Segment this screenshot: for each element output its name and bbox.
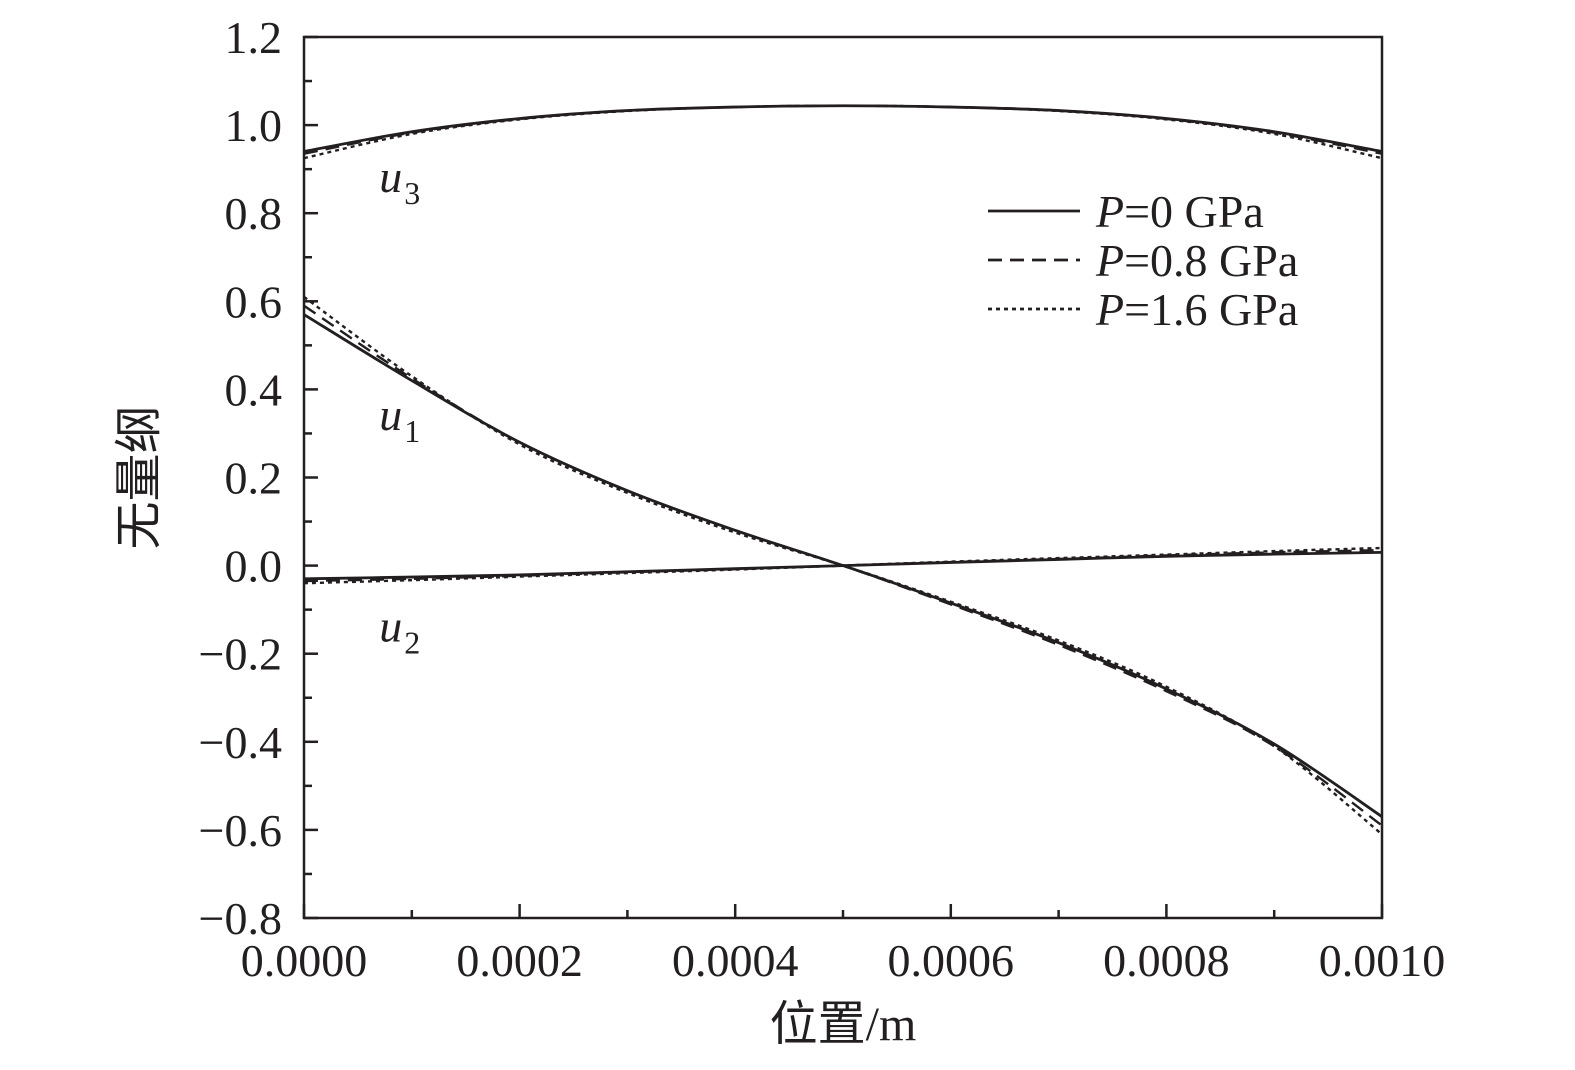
legend-label-solid: P=0 GPa <box>1095 186 1264 237</box>
x-axis-title: 位置/m <box>770 998 917 1051</box>
x-tick-label: 0.0006 <box>888 935 1015 986</box>
tick-labels-layer: 0.0000 0.0002 0.0004 0.0006 0.0008 0.0010 −0.8… <box>199 12 1446 986</box>
y-tick-label: −0.8 <box>199 893 282 944</box>
x-tick-label: 0.0010 <box>1319 935 1446 986</box>
series-line-u3-dotted <box>303 104 1383 160</box>
y-tick-label: 0.0 <box>225 541 283 592</box>
y-tick-label: −0.6 <box>199 805 282 856</box>
legend-label-prefix: P <box>1095 284 1124 335</box>
legend-label-suffix: =1.6 GPa <box>1124 284 1298 335</box>
curve-label-sub: 2 <box>404 624 420 660</box>
legend-label-suffix: =0.8 GPa <box>1124 235 1298 286</box>
x-tick-label: 0.0000 <box>241 935 368 986</box>
y-tick-label: 1.2 <box>225 12 283 63</box>
ticks-layer <box>302 35 1384 920</box>
legend-label-prefix: P <box>1095 186 1124 237</box>
y-tick-label: 1.0 <box>225 100 283 151</box>
y-axis-title: 无量纲 <box>113 405 166 549</box>
curve-label-u1: u1 <box>379 389 420 449</box>
curve-label-sub: 3 <box>404 175 420 211</box>
y-tick-label: −0.2 <box>199 629 282 680</box>
y-tick-label: 0.4 <box>225 364 283 415</box>
curve-label-base: u <box>379 389 402 440</box>
legend-label-dotted: P=1.6 GPa <box>1095 284 1298 335</box>
y-tick-label: −0.4 <box>199 717 282 768</box>
x-tick-label: 0.0008 <box>1103 935 1230 986</box>
y-tick-label: 0.2 <box>225 453 283 504</box>
y-tick-label: 0.8 <box>225 188 283 239</box>
legend-label-dashed: P=0.8 GPa <box>1095 235 1298 286</box>
y-tick-label: 0.6 <box>225 276 283 327</box>
curve-label-base: u <box>379 151 402 202</box>
curve-label-u3: u3 <box>379 151 420 211</box>
series-line-u2-dotted <box>303 546 1383 585</box>
curves-layer <box>303 104 1383 836</box>
legend-label-suffix: =0 GPa <box>1124 186 1264 237</box>
curve-label-base: u <box>379 600 402 651</box>
x-tick-label: 0.0002 <box>456 935 583 986</box>
legend-label-prefix: P <box>1095 235 1124 286</box>
curve-label-sub: 1 <box>404 413 420 449</box>
x-tick-label: 0.0004 <box>672 935 799 986</box>
curve-label-u2: u2 <box>379 600 420 660</box>
